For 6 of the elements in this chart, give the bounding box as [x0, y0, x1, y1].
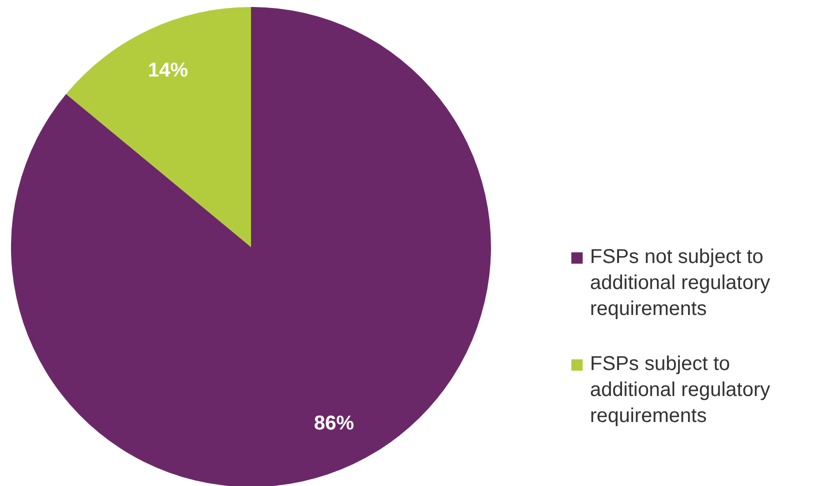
legend-label: FSPs not subject to additional regulatory requirements [590, 246, 770, 320]
pie-slice [11, 7, 491, 486]
data-label: 86% [314, 412, 354, 434]
data-label: 14% [148, 60, 188, 82]
legend-label: FSPs subject to additional regulatory requirements [590, 353, 770, 427]
pie-slice [66, 7, 251, 247]
